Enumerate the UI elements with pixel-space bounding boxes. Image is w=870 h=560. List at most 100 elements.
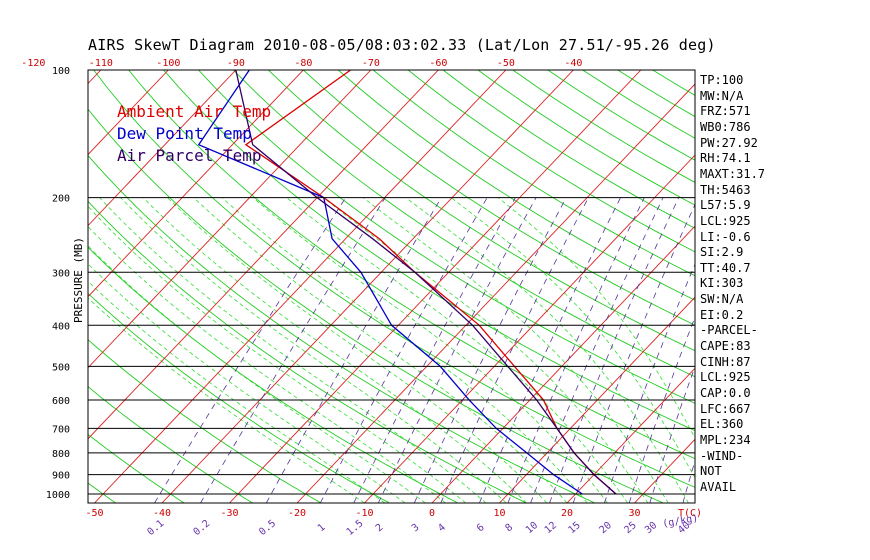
mixing-ratio-label: 12 [543,520,559,536]
y-axis-label: PRESSURE (MB) [72,237,85,323]
dry-adiabat-line [233,70,695,378]
moist-adiabat-line [88,263,406,503]
dry-adiabat-line [338,70,695,301]
isotherm-line [0,70,33,503]
bottom-temp-tick-label: -40 [153,508,171,519]
mixing-ratio-label: 6 [475,522,487,534]
index-item: L57:5.9 [700,198,751,213]
mixing-ratio-line [479,197,621,503]
index-item: AVAIL [700,479,737,494]
dry-adiabat-line [163,70,695,432]
isotherm-line [88,70,304,298]
isotherm-line [88,70,102,85]
moist-adiabat-line [497,197,695,439]
mixing-ratio-label: 25 [622,520,638,536]
isotherm-line [499,296,695,503]
index-item: FRZ:571 [700,104,751,119]
index-item: NOT [700,464,722,479]
plot-frame [87,69,696,504]
moist-adiabat-line [193,197,568,503]
plot-area [0,70,870,503]
mixing-ratio-line [200,197,386,503]
mixing-ratio-label: 3 [410,522,422,534]
isotherm-line [88,70,439,440]
moist-adiabat-line [88,280,386,503]
dry-adiabat-line [88,339,322,503]
moist-adiabat-line [142,197,527,503]
top-temp-tick-label: -100 [156,58,180,69]
mixing-ratio-line [572,203,695,503]
isotherm-line [94,70,507,503]
bottom-temp-tick-label: -20 [288,508,306,519]
mixing-ratio-label: 10 [524,520,540,536]
moist-adiabat-line [99,197,487,503]
mixing-ratio-label: 0.5 [257,518,278,538]
isotherm-line [296,83,695,503]
isotherm-line [566,367,695,503]
index-item: MPL:234 [700,432,751,447]
moist-adiabat-line [323,197,649,503]
index-item: LCL:925 [700,370,751,385]
mixing-ratio-line [604,263,695,503]
mixing-ratio-label: 1 [316,522,328,534]
index-item: PW:27.92 [700,135,758,150]
dry-adiabat-line [88,482,116,503]
moist-adiabat-line [88,245,426,503]
index-item: MAXT:31.7 [700,166,766,181]
bottom-temp-unit: T(C) [678,508,702,519]
mixing-ratio-label: 4 [436,522,448,534]
dry-adiabat-line [88,200,527,503]
bottom-temp-tick-label: -50 [85,508,103,519]
index-item: WB0:786 [700,119,751,134]
bottom-temp-tick-label: -10 [355,508,373,519]
isotherm-line [364,154,695,503]
mixing-ratio-label: 0.2 [191,518,212,538]
moist-adiabat-line [450,197,695,479]
mixing-ratio-line [682,459,695,503]
top-temp-tick-label: -90 [227,58,245,69]
index-item: EI:0.2 [700,307,744,322]
moist-adiabat-line [88,205,467,503]
mixing-ratio-label: 2 [374,522,386,534]
moist-adiabat-line [221,197,588,503]
index-item: CAPE:83 [700,339,751,354]
pressure-tick-label: 1000 [46,490,70,501]
dry-adiabat-line [88,433,185,503]
dry-adiabat-line [302,70,695,326]
dry-adiabat-line [407,70,695,253]
index-item: TP:100 [700,73,744,87]
moist-adiabat-line [120,197,507,503]
bottom-temp-tick-label: 30 [628,508,640,519]
mixing-ratio-line [649,365,695,503]
bottom-temp-tick-label: 0 [429,508,435,519]
moist-adiabat-line [88,226,446,503]
top-temp-tick-label: -80 [294,58,312,69]
mixing-ratio-line [530,197,664,503]
pressure-tick-label: 900 [52,471,70,482]
mixing-ratio-line [628,316,695,503]
mixing-ratio-label: 0.1 [145,518,166,538]
pressure-tick-label: 600 [52,396,70,407]
pressure-tick-label: 300 [52,268,70,279]
top-temp-tick-label: -120 [21,58,45,69]
mixing-ratio-line [154,197,347,503]
index-item: LFC:667 [700,401,751,416]
legend-entry: Air Parcel Temp [117,146,262,165]
chart-title: AIRS SkewT Diagram 2010-08-05/08:03:02.3… [88,36,716,54]
bottom-temp-tick-label: 10 [493,508,505,519]
dry-adiabat-line [88,154,595,503]
index-item: RH:74.1 [700,151,751,166]
legend-entry: Dew Point Temp [117,124,252,143]
isotherm-line [837,70,870,503]
dry-adiabat-line [372,70,695,277]
index-item: MW:N/A [700,88,744,103]
mixing-ratio-line [440,197,589,503]
moist-adiabat-line [362,197,669,503]
dry-adiabat-line [477,70,695,206]
pressure-tick-label: 400 [52,321,70,332]
index-item: KI:303 [700,276,744,291]
top-temp-tick-label: -40 [564,58,582,69]
pressure-tick-label: 100 [52,66,70,77]
top-temp-tick-label: -60 [429,58,447,69]
